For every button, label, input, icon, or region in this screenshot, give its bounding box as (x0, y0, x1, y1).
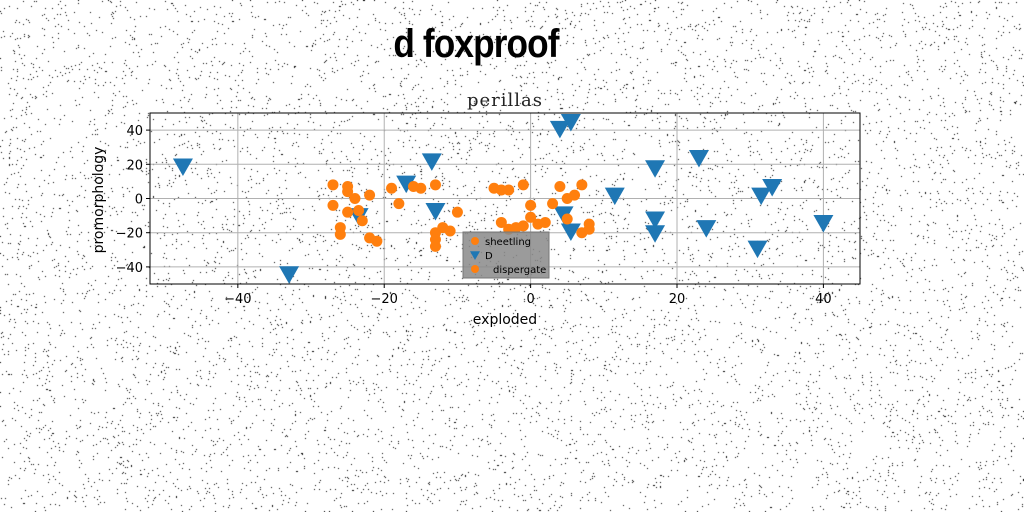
point-d (604, 187, 625, 206)
point-d (549, 120, 570, 139)
point-d (762, 179, 783, 197)
point-d (560, 223, 581, 241)
point-d (747, 240, 768, 259)
point-dispergate (576, 179, 588, 191)
x-tick-label: 40 (815, 292, 832, 307)
point-dispergate (561, 213, 573, 225)
point-d (688, 149, 709, 168)
data-points (172, 114, 834, 284)
point-d (645, 225, 666, 243)
point-d (696, 220, 717, 238)
point-dispergate (554, 181, 566, 193)
x-tick-label: −20 (371, 292, 398, 307)
point-d (645, 211, 666, 230)
point-dispergate (517, 179, 529, 191)
legend-label: D (485, 251, 493, 262)
point-dispergate (495, 216, 507, 228)
point-dispergate (353, 204, 365, 216)
chart-title: perillas (467, 90, 543, 111)
y-tick-label: −40 (116, 261, 143, 276)
figure-suptitle: d foxproof (393, 22, 559, 66)
point-dispergate (327, 199, 339, 211)
point-dispergate (356, 215, 368, 227)
x-axis-label: exploded (473, 312, 537, 328)
point-dispergate (349, 193, 361, 204)
point-dispergate (386, 182, 398, 194)
point-dispergate (334, 228, 346, 240)
point-d (172, 158, 193, 177)
point-dispergate (415, 182, 427, 194)
point-dispergate (517, 220, 529, 232)
point-dispergate (364, 189, 376, 201)
point-dispergate (539, 216, 551, 228)
point-dispergate (525, 199, 537, 211)
point-dispergate (429, 179, 441, 191)
point-d (425, 202, 446, 221)
legend-marker (471, 265, 479, 273)
y-tick-label: 0 (135, 193, 143, 208)
point-d (421, 153, 442, 171)
point-dispergate (327, 179, 339, 191)
point-dispergate (525, 211, 537, 223)
x-tick-label: 20 (669, 292, 686, 307)
legend-label: sheetling (485, 237, 531, 248)
point-d (813, 214, 834, 233)
point-dispergate (451, 206, 463, 218)
point-dispergate (393, 198, 405, 210)
legend-label: dispergate (493, 265, 546, 276)
point-dispergate (342, 186, 354, 198)
axis-ticks: −40 −20 0 20 40 −40 −20 0 20 40 (116, 124, 832, 307)
point-dispergate (583, 223, 595, 235)
point-dispergate (569, 189, 581, 201)
point-dispergate (444, 225, 456, 237)
point-dispergate (547, 198, 559, 210)
point-d (396, 175, 417, 194)
point-d (279, 266, 300, 284)
legend-marker (470, 251, 480, 260)
y-axis-label: promorphology (91, 147, 107, 254)
x-tick-label: 0 (526, 292, 534, 307)
y-tick-label: 20 (126, 158, 143, 173)
y-tick-label: −20 (116, 227, 143, 242)
point-dispergate (503, 184, 515, 196)
point-d (560, 114, 581, 132)
point-d (645, 160, 666, 178)
point-dispergate (371, 235, 383, 247)
legend-marker (471, 237, 479, 245)
y-tick-label: 40 (126, 124, 143, 139)
point-dispergate (342, 206, 354, 218)
point-dispergate (429, 240, 441, 252)
x-tick-label: −40 (224, 292, 251, 307)
point-d (751, 187, 772, 206)
